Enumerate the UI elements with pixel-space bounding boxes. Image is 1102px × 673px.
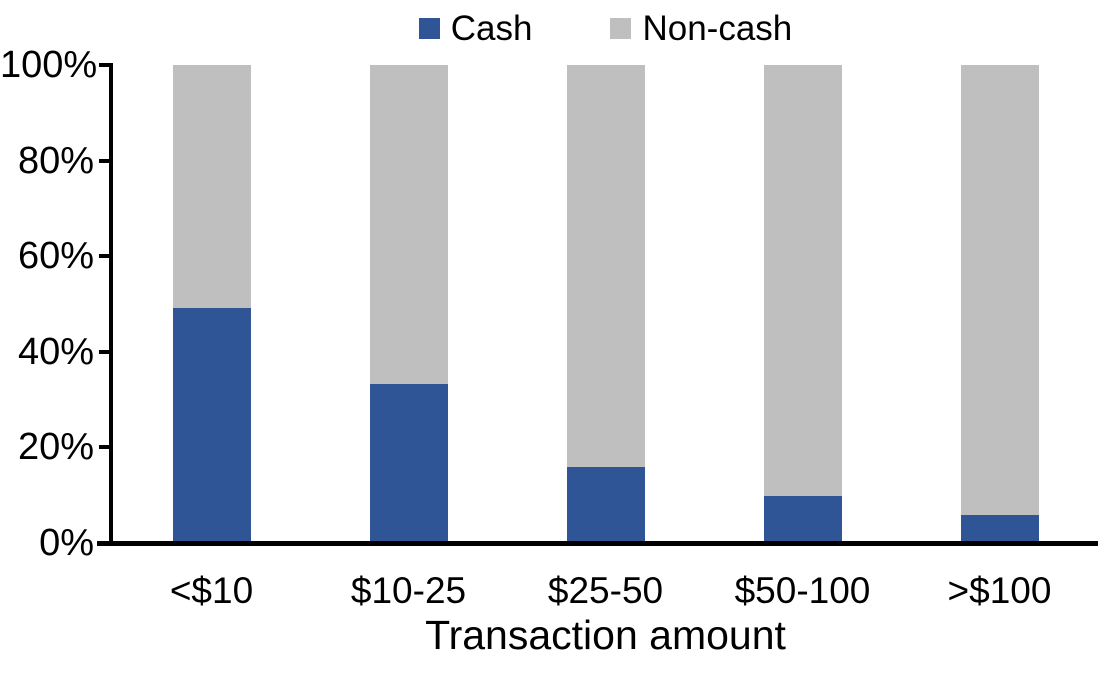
bar-5	[960, 65, 1039, 541]
bar-segment-noncash	[369, 65, 448, 384]
y-tick-label: 0%	[39, 522, 94, 564]
y-tick-mark	[99, 541, 113, 545]
bar-segment-cash	[763, 495, 842, 541]
y-tick-mark	[99, 158, 113, 163]
y-tick-label: 100%	[0, 44, 98, 86]
bar-4	[763, 65, 842, 541]
cash-swatch-icon	[418, 17, 440, 39]
y-tick-mark	[99, 254, 113, 259]
legend-label-cash: Cash	[450, 8, 533, 48]
x-tick-label: $25-50	[547, 570, 664, 611]
bar-segment-cash	[960, 514, 1039, 541]
x-tick-label: <$10	[169, 570, 254, 611]
bar-segment-noncash	[763, 65, 842, 496]
x-tick-label: $10-25	[350, 570, 467, 611]
x-tick-label: >$100	[947, 570, 1052, 611]
bar-1	[172, 65, 251, 541]
x-tick-label: $50-100	[734, 570, 871, 611]
y-tick-mark	[99, 349, 113, 354]
chart-legend: Cash Non-cash	[113, 4, 1098, 52]
bar-3	[566, 65, 645, 541]
legend-label-noncash: Non-cash	[642, 8, 793, 48]
bar-segment-cash	[566, 467, 645, 541]
y-tick-mark	[99, 63, 113, 67]
y-tick-label: 20%	[17, 426, 94, 469]
x-axis-title: Transaction amount	[425, 612, 786, 658]
bar-2	[369, 65, 448, 541]
legend-item-noncash: Non-cash	[610, 11, 792, 46]
bar-segment-cash	[369, 383, 448, 541]
bar-segment-noncash	[172, 65, 251, 308]
y-tick-label: 40%	[17, 330, 94, 373]
y-tick-label: 80%	[17, 139, 94, 182]
bar-segment-noncash	[960, 65, 1039, 515]
noncash-swatch-icon	[610, 17, 632, 39]
y-tick-mark	[99, 445, 113, 450]
legend-item-cash: Cash	[418, 8, 533, 48]
y-tick-label: 60%	[17, 235, 94, 278]
bar-segment-noncash	[566, 65, 645, 468]
x-axis-line	[97, 541, 1098, 546]
bar-segment-cash	[172, 307, 251, 541]
y-axis-line	[109, 63, 113, 545]
